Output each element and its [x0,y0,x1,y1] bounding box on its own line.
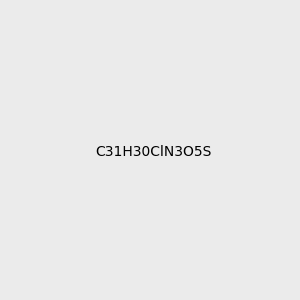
Text: C31H30ClN3O5S: C31H30ClN3O5S [96,145,212,158]
